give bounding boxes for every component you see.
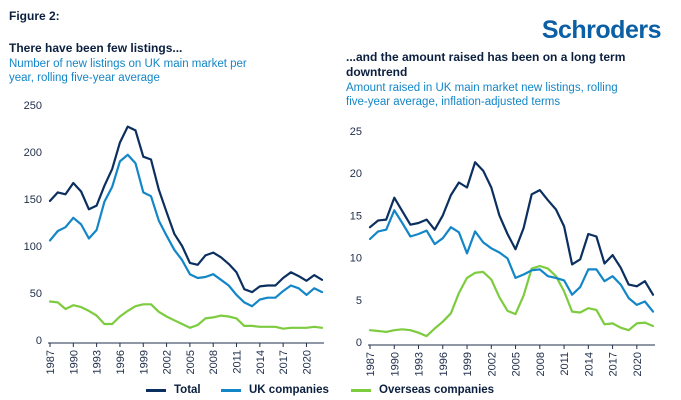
legend-item-uk: UK companies xyxy=(221,382,329,398)
left-series-uk-line xyxy=(48,153,324,308)
right-x-tick-label: 2011 xyxy=(559,352,571,376)
right-x-tick-label: 1990 xyxy=(389,352,401,376)
left-x-tick-label: 2008 xyxy=(208,350,220,374)
left-y-tick-label: 150 xyxy=(24,194,42,206)
left-x-tick-label: 1990 xyxy=(68,350,80,374)
legend-label-overseas: Overseas companies xyxy=(379,384,495,396)
right-x-tick-label: 2005 xyxy=(511,352,523,376)
legend-item-overseas: Overseas companies xyxy=(351,382,494,398)
left-y-tick-label: 50 xyxy=(30,288,42,300)
left-series-overseas-line xyxy=(48,300,324,330)
legend-swatch-uk xyxy=(221,388,241,392)
left-x-tick-label: 2014 xyxy=(255,350,267,374)
right-x-tick-label: 1993 xyxy=(414,352,426,376)
right-x-tick-label: 2002 xyxy=(486,352,498,376)
right-x-tick-label: 1987 xyxy=(365,352,377,376)
right-y-tick-label: 20 xyxy=(350,168,362,180)
right-y-tick-label: 0 xyxy=(356,337,362,349)
left-x-tick-label: 1999 xyxy=(138,350,150,374)
left-x-tick-label: 2017 xyxy=(278,350,290,374)
legend-swatch-total xyxy=(146,388,166,392)
legend-item-total: Total xyxy=(146,382,201,398)
right-series-overseas-line xyxy=(368,264,655,338)
left-x-tick-label: 1987 xyxy=(45,350,57,374)
right-x-tick-label: 2008 xyxy=(535,352,547,376)
right-chart-subtitle: Amount raised in UK main market new list… xyxy=(346,82,618,108)
left-x-tick-label: 2011 xyxy=(232,350,244,374)
right-x-tick-label: 2014 xyxy=(583,352,595,376)
right-x-tick-label: 1999 xyxy=(462,352,474,376)
left-x-tick-label: 1993 xyxy=(92,350,104,374)
left-x-tick-label: 2020 xyxy=(301,350,313,374)
left-y-tick-label: 200 xyxy=(24,147,42,159)
legend-swatch-overseas xyxy=(351,388,371,392)
right-x-tick-label: 2017 xyxy=(608,352,620,376)
left-y-tick-label: 250 xyxy=(24,100,42,112)
left-x-tick-label: 1996 xyxy=(115,350,127,374)
left-series-total-line xyxy=(48,125,324,294)
right-y-tick-label: 15 xyxy=(350,210,362,222)
right-y-tick-label: 5 xyxy=(356,295,362,307)
left-x-tick-label: 2002 xyxy=(162,350,174,374)
right-x-tick-label: 2020 xyxy=(632,352,644,376)
left-chart-subtitle: Number of new listings on UK main market… xyxy=(9,58,247,84)
right-series-uk-line xyxy=(368,209,655,313)
left-y-tick-label: 100 xyxy=(24,241,42,253)
left-chart-title: There have been few listings... xyxy=(9,41,183,55)
legend-label-uk: UK companies xyxy=(249,384,329,396)
right-chart-title: ...and the amount raised has been on a l… xyxy=(346,50,626,79)
legend: Total UK companies Overseas companies xyxy=(0,382,681,398)
right-y-tick-label: 10 xyxy=(350,253,362,265)
figure-label: Figure 2: xyxy=(9,9,60,23)
right-x-tick-label: 1996 xyxy=(438,352,450,376)
left-y-tick-label: 0 xyxy=(36,335,42,347)
left-x-tick-label: 2005 xyxy=(185,350,197,374)
right-y-tick-label: 25 xyxy=(350,126,362,138)
brand-logo: Schroders xyxy=(541,16,662,44)
right-series-total-line xyxy=(368,161,655,296)
legend-label-total: Total xyxy=(174,384,201,396)
